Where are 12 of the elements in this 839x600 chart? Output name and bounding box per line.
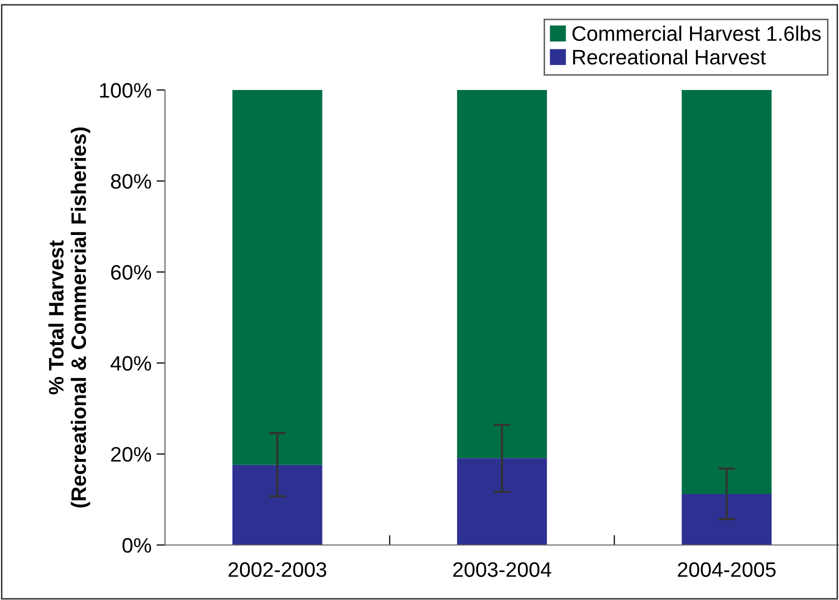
y-tick-label: 20% <box>111 447 152 462</box>
y-tick-label: 100% <box>100 83 152 98</box>
x-tick-label: 2004-2005 <box>678 562 776 577</box>
legend-label: Commercial Harvest 1.6lbs <box>572 26 821 41</box>
y-axis-title: % Total Harvest (Recreational & Commercial Fisheries) <box>48 127 90 508</box>
y-tick-label: 80% <box>111 174 152 189</box>
legend-label: Recreational Harvest <box>573 49 766 65</box>
x-tick-label: 2002-2003 <box>228 562 326 577</box>
y-tick-label: 60% <box>111 265 152 280</box>
x-tick-label: 2003-2004 <box>453 562 552 577</box>
y-tick-label: 0% <box>122 538 152 553</box>
y-tick-label: 40% <box>110 356 152 371</box>
